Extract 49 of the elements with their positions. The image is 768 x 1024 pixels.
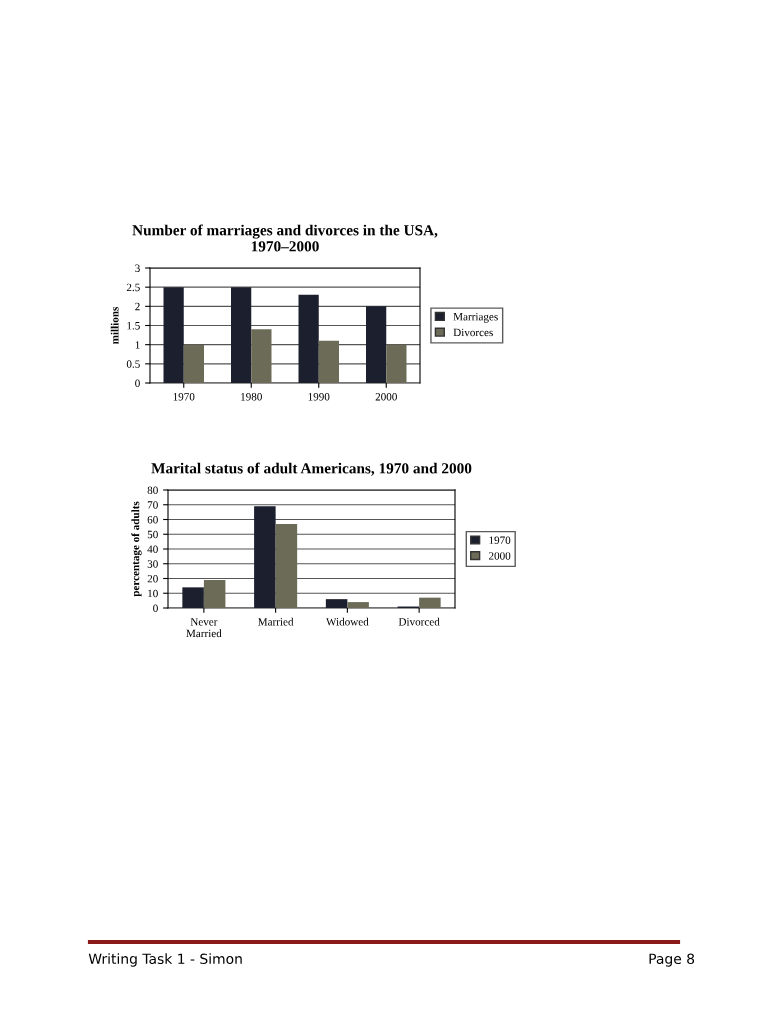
legend-label: Divorces (453, 328, 493, 337)
y-axis-title: percentage of adults (131, 501, 142, 597)
y-tick-label: 30 (147, 560, 158, 568)
bar (163, 287, 184, 383)
bar (251, 329, 272, 383)
chart-title: Marital status of adult Americans, 1970 and 2000 (151, 462, 472, 476)
y-tick-label: 60 (147, 515, 158, 524)
y-tick-label: 0.5 (126, 360, 140, 368)
bar (231, 287, 252, 383)
text: Writing Task 1 - Simon (88, 953, 242, 967)
y-tick-label: 1.5 (127, 322, 140, 330)
y-tick-label: 1 (135, 341, 140, 349)
y-tick-label: 3 (135, 264, 140, 272)
bar (386, 344, 407, 383)
legend-label: 2000 (489, 552, 511, 560)
bar (325, 599, 348, 608)
y-tick-label: 20 (147, 574, 158, 583)
bar (419, 597, 441, 608)
y-tick-label: 0 (153, 604, 158, 612)
x-tick-label: Never Married (186, 618, 222, 638)
text: Page 8 (649, 953, 695, 967)
y-tick-label: 2 (135, 302, 140, 311)
x-tick-label: Divorced (398, 617, 440, 626)
bar (275, 523, 298, 608)
y-tick-label: 80 (147, 486, 158, 494)
chart-title: Number of marriages and divorces in the USA, 1970–2000 (132, 224, 438, 252)
y-tick-label: 10 (148, 589, 158, 598)
bar (254, 506, 276, 608)
y-tick-label: 2.5 (126, 283, 140, 292)
y-tick-label: 0 (135, 379, 140, 387)
y-tick-label: 50 (147, 530, 158, 539)
x-tick-label: 1970 (173, 393, 195, 401)
bar (347, 602, 369, 608)
bar (298, 294, 319, 383)
x-tick-label: 1990 (308, 393, 330, 401)
bar (182, 587, 204, 608)
bar (183, 344, 204, 383)
bar (318, 340, 339, 383)
legend-label: Marriages (453, 312, 498, 323)
bar (366, 306, 387, 383)
x-tick-label: 2000 (375, 393, 397, 401)
y-axis-title: millions (110, 306, 119, 345)
x-tick-label: 1980 (241, 393, 262, 401)
x-tick-label: Married (258, 617, 294, 626)
y-tick-label: 70 (147, 501, 158, 509)
bar (203, 579, 226, 608)
x-tick-label: Widowed (326, 617, 369, 626)
legend-label: 1970 (489, 536, 511, 544)
y-tick-label: 40 (147, 545, 158, 553)
